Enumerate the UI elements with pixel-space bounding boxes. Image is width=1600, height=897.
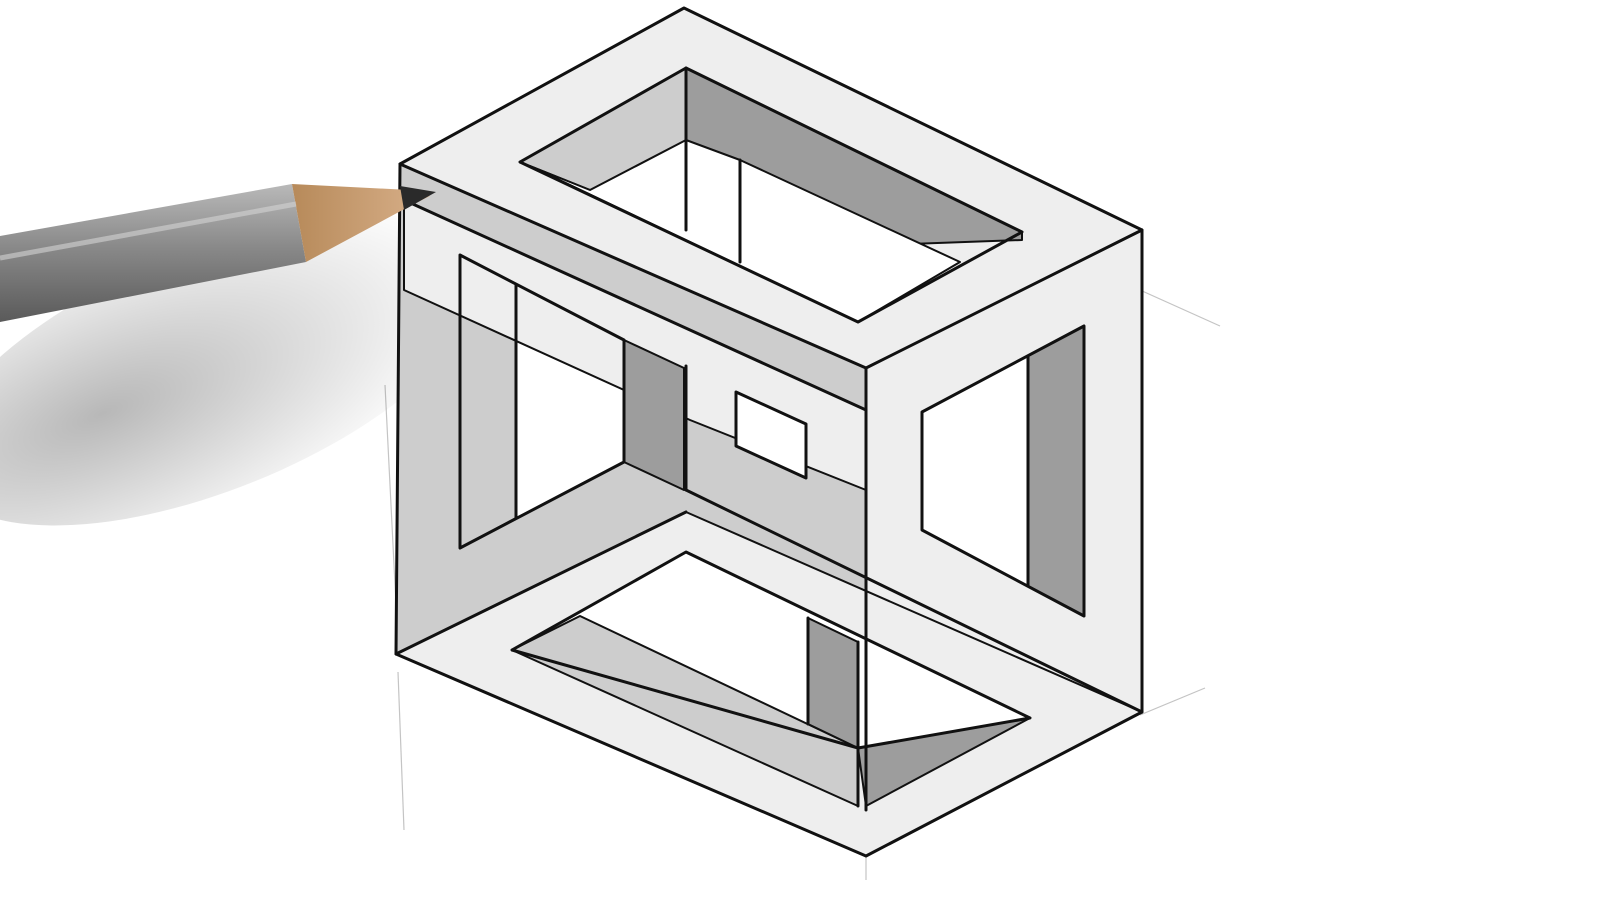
- pencil-facet-highlight: [0, 201, 297, 261]
- cube-outlines: [394, 6, 1144, 858]
- pencil: [0, 184, 436, 322]
- pencil-shadow: [0, 214, 483, 526]
- impossible-cube: [394, 6, 1144, 858]
- pencil-wood-tip: [292, 184, 430, 262]
- pencil-lead-tip: [400, 186, 436, 210]
- cube-bottom-inner-post: [807, 617, 859, 749]
- cube-right-window-strip: [1027, 325, 1085, 617]
